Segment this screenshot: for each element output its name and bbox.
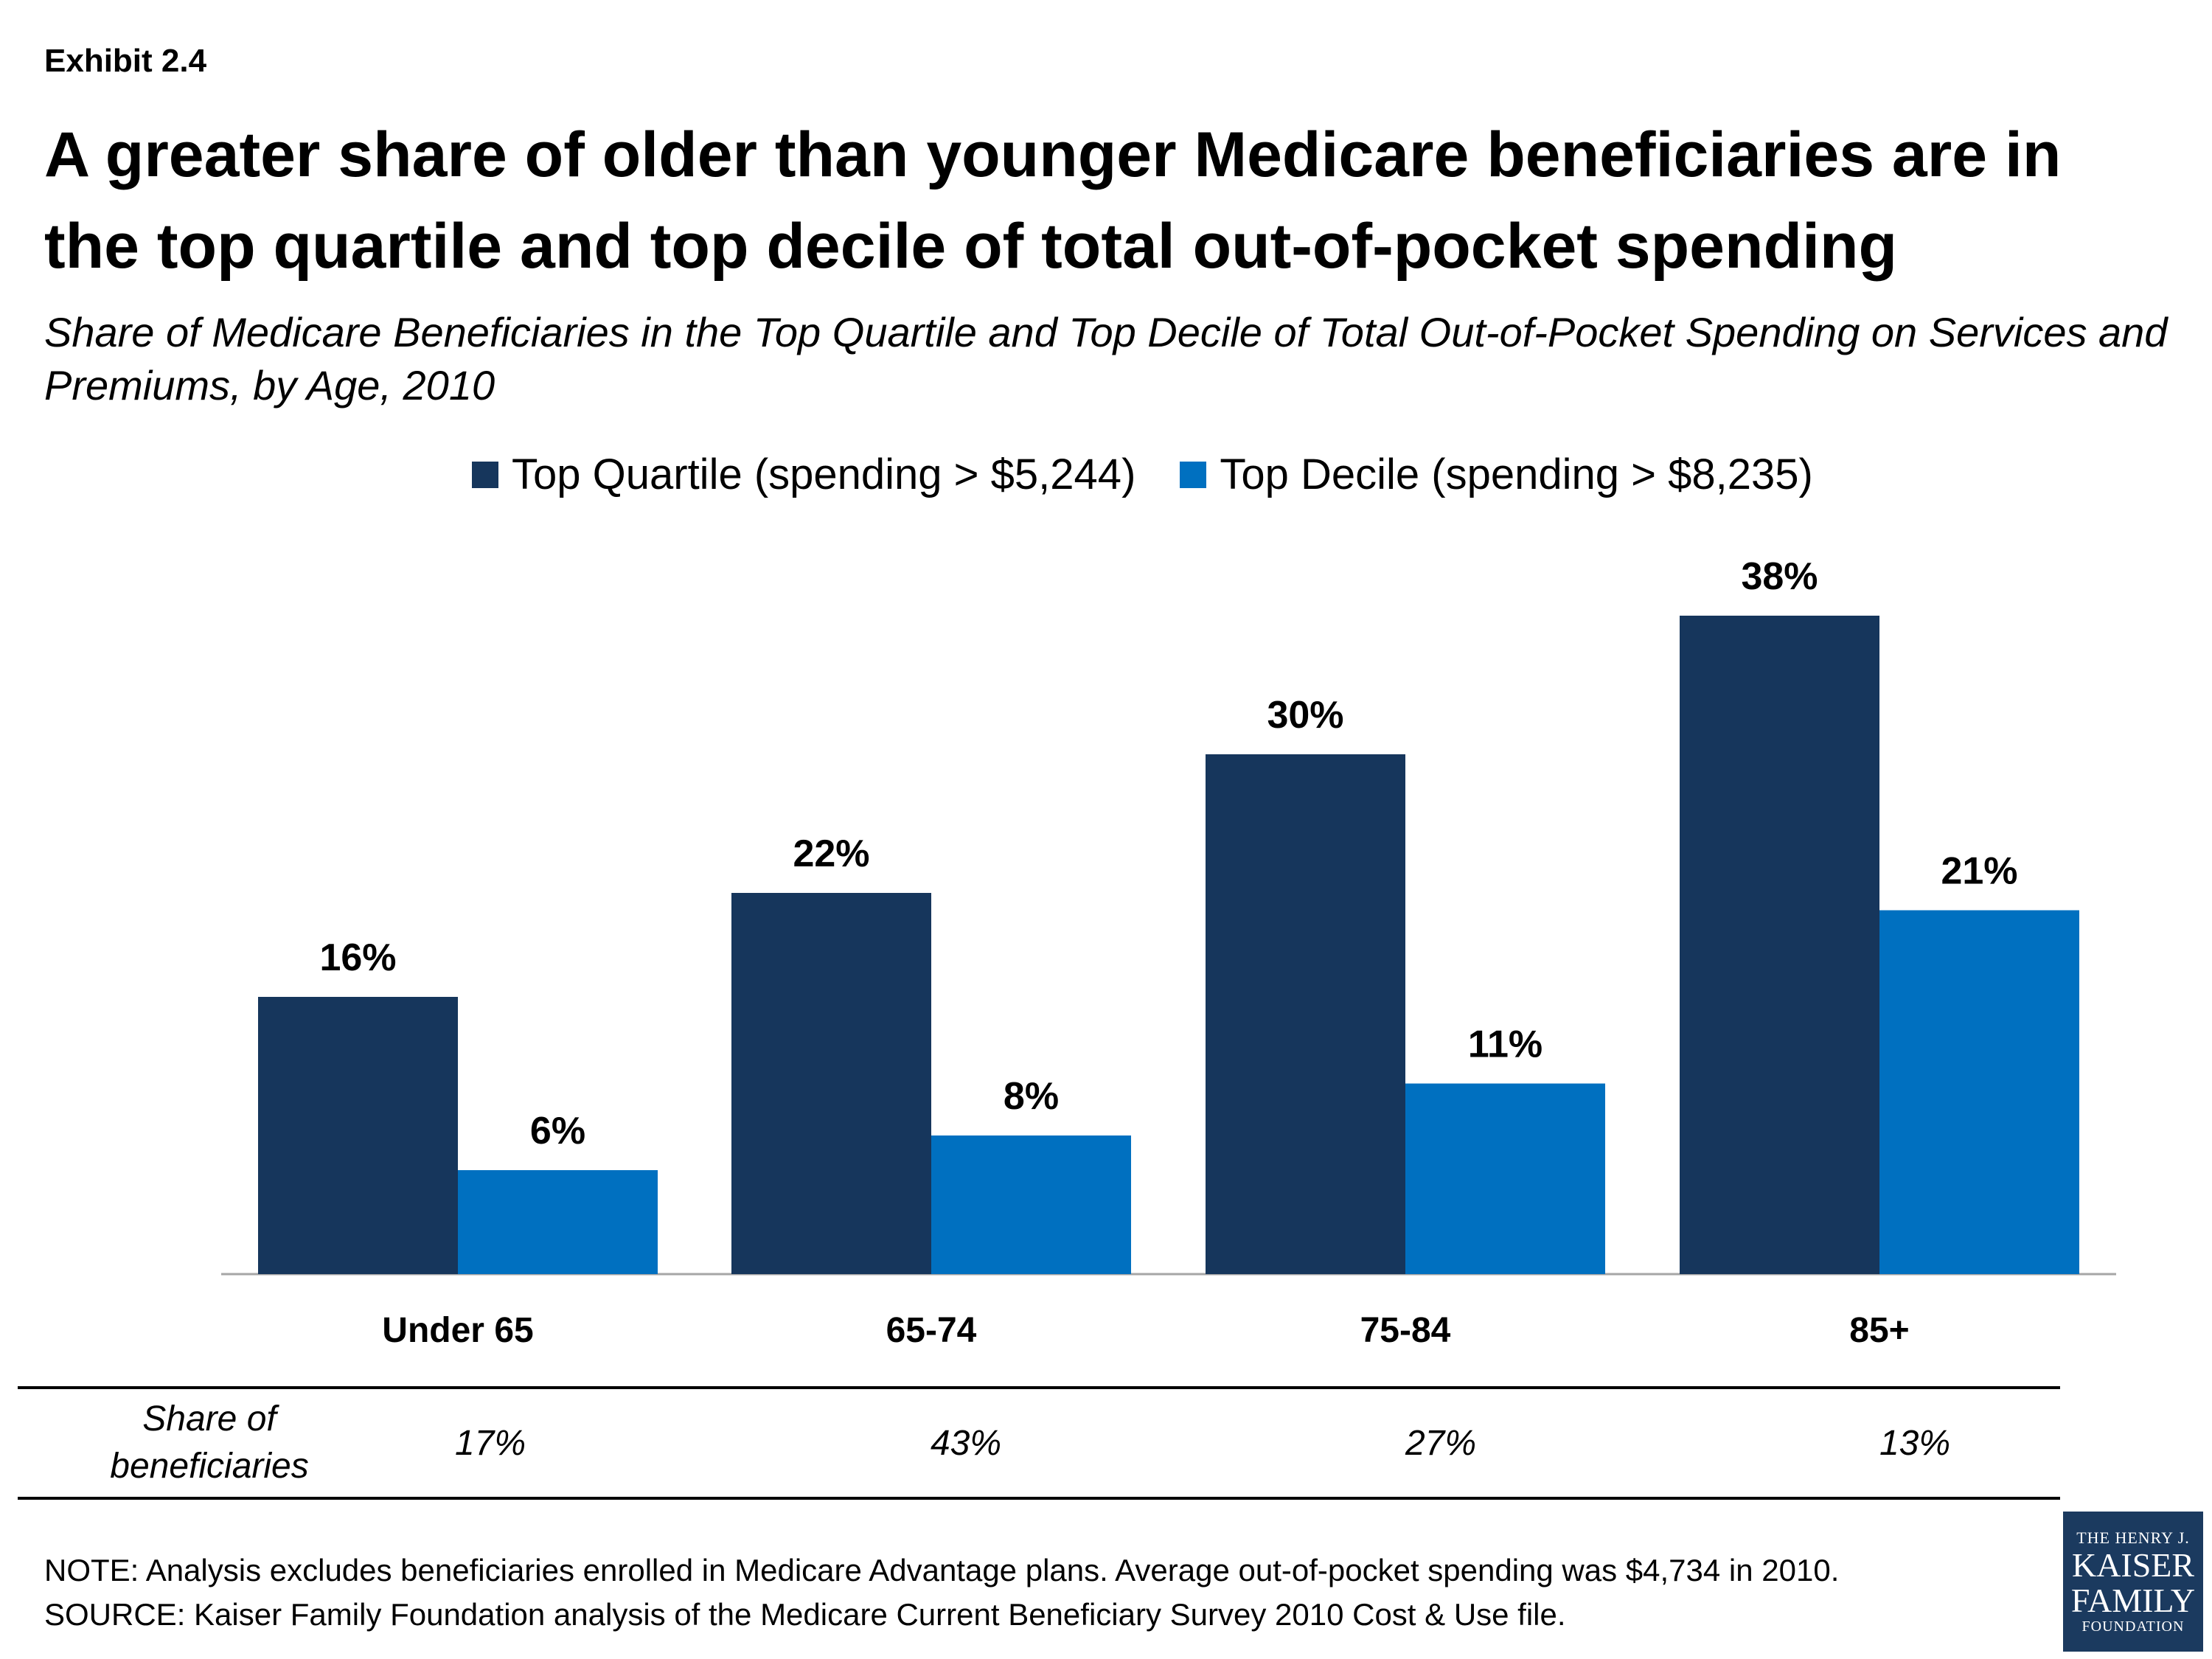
legend-label-top-quartile: Top Quartile (spending > $5,244) [512, 451, 1136, 498]
data-label-top-decile-65-74: 8% [1004, 1075, 1059, 1118]
data-label-top-quartile-under-65: 16% [319, 936, 396, 979]
category-label-85-plus: 85+ [1849, 1311, 1909, 1350]
legend: Top Quartile (spending > $5,244) Top Dec… [472, 450, 1857, 499]
legend-item-top-decile: Top Decile (spending > $8,235) [1180, 450, 1813, 499]
legend-label-top-decile: Top Decile (spending > $8,235) [1220, 451, 1813, 498]
share-value-under-65: 17% [454, 1423, 526, 1463]
share-value-85-plus: 13% [1879, 1423, 1951, 1463]
legend-item-top-quartile: Top Quartile (spending > $5,244) [472, 450, 1135, 499]
bar-top-quartile-75-84 [1206, 754, 1405, 1274]
bar-top-quartile-under-65 [258, 997, 458, 1274]
bar-top-decile-75-84 [1405, 1083, 1605, 1274]
share-value-75-84: 27% [1405, 1423, 1477, 1463]
category-label-under-65: Under 65 [382, 1311, 533, 1350]
chart-subtitle: Share of Medicare Beneficiaries in the T… [44, 309, 2168, 408]
data-label-top-quartile-85-plus: 38% [1741, 555, 1818, 598]
share-row-label: Share of beneficiaries [110, 1399, 309, 1486]
note-text: NOTE: Analysis excludes beneficiaries en… [44, 1553, 1840, 1587]
logo-line-2b: FAMILY [2070, 1581, 2196, 1619]
kff-logo: THE HENRY J. KAISER FAMILY FOUNDATION [2063, 1512, 2203, 1652]
footer-notes: NOTE: Analysis excludes beneficiaries en… [44, 1548, 1839, 1637]
share-value-65-74: 43% [930, 1423, 1002, 1463]
legend-swatch-top-quartile [472, 461, 498, 488]
data-label-top-decile-under-65: 6% [530, 1110, 585, 1152]
bar-top-quartile-65-74 [731, 893, 931, 1274]
legend-swatch-top-decile [1180, 461, 1207, 488]
data-label-top-quartile-75-84: 30% [1267, 694, 1343, 737]
logo-line-1: THE HENRY J. [2076, 1528, 2190, 1547]
data-label-top-decile-85-plus: 21% [1941, 850, 2017, 893]
bar-top-decile-65-74 [931, 1135, 1131, 1274]
logo-line-2a: KAISER [2071, 1545, 2195, 1584]
bar-top-decile-85-plus [1879, 910, 2079, 1274]
category-label-75-84: 75-84 [1360, 1311, 1451, 1350]
data-label-top-quartile-65-74: 22% [793, 832, 869, 875]
chart-title: A greater share of older than younger Me… [44, 119, 2062, 282]
exhibit-label: Exhibit 2.4 [44, 43, 207, 79]
category-label-65-74: 65-74 [886, 1311, 977, 1350]
bar-top-decile-under-65 [458, 1170, 658, 1274]
logo-line-3: FOUNDATION [2081, 1618, 2185, 1635]
share-of-beneficiaries-table: Share of beneficiaries 17% 43% 27% 13% [18, 1386, 2060, 1500]
data-label-top-decile-75-84: 11% [1468, 1023, 1543, 1066]
bar-chart: 16% 6% Under 65 22% 8% 65-74 30% 11% 75-84 38% 21%… [221, 555, 2116, 1350]
source-text: SOURCE: Kaiser Family Foundation analysi… [44, 1597, 1566, 1632]
bar-top-quartile-85-plus [1680, 616, 1879, 1274]
